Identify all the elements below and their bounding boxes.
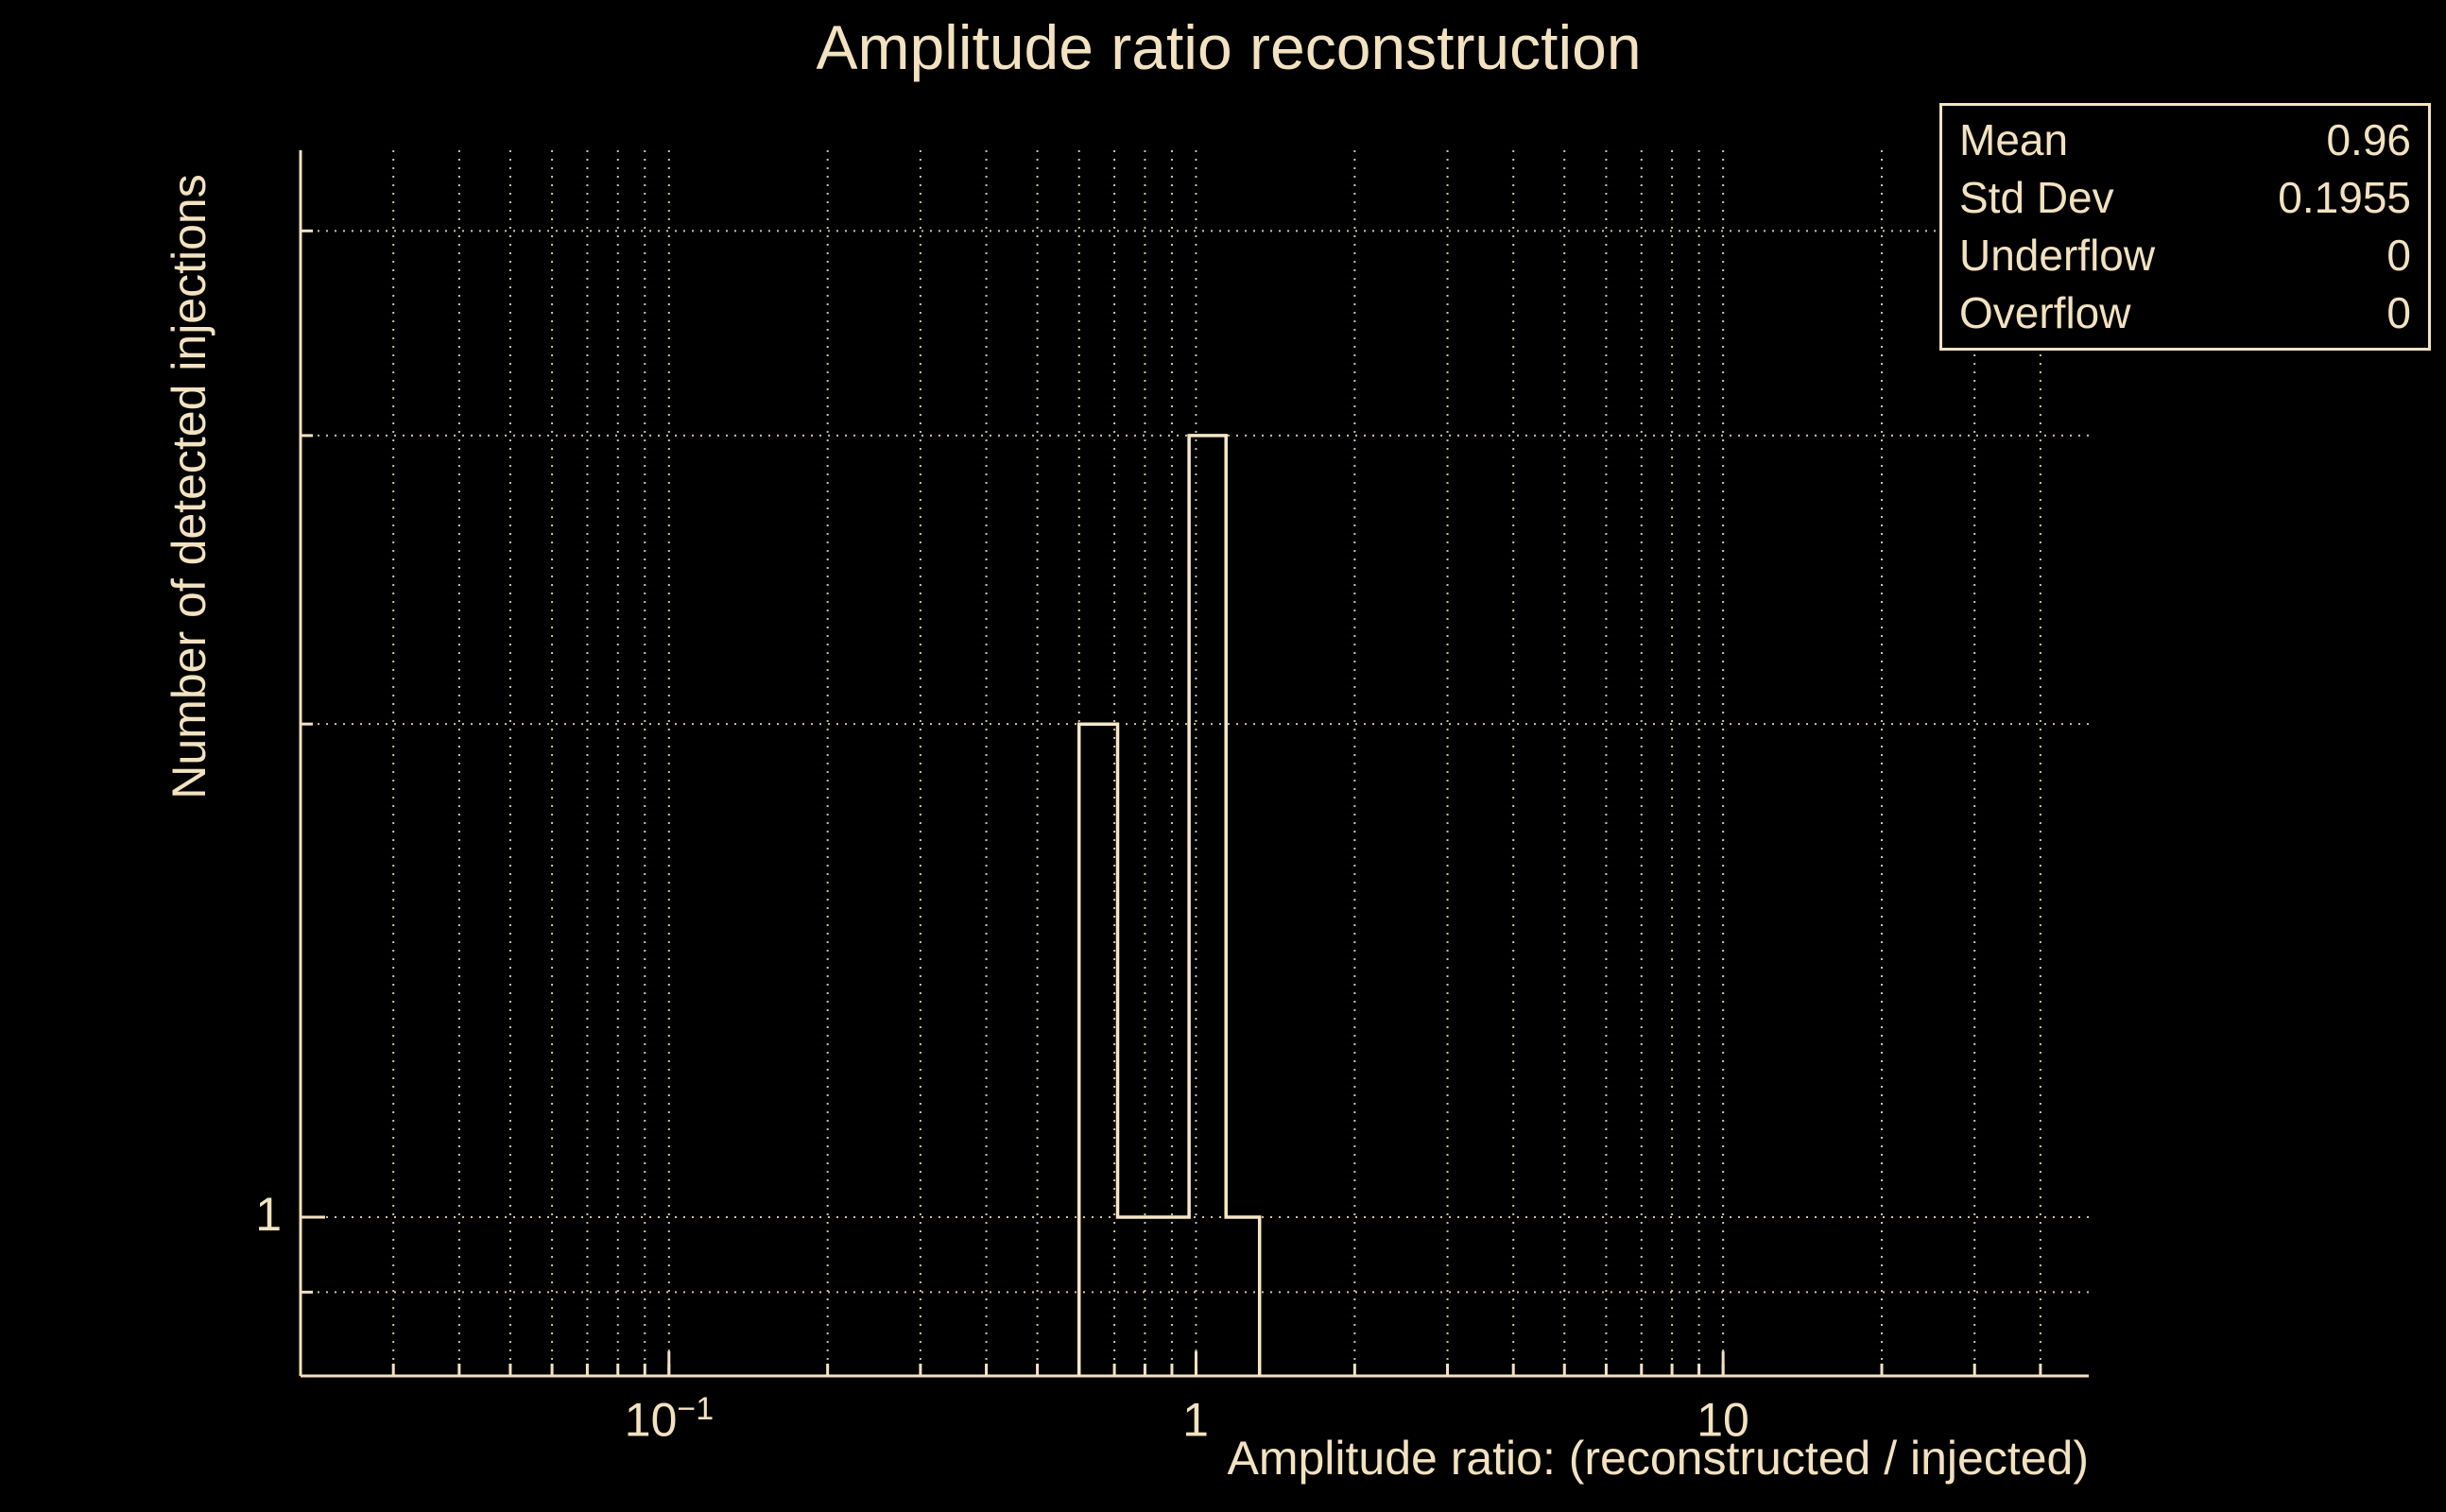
stats-row-stddev: Std Dev 0.1955 — [1942, 174, 2428, 222]
x-tick-base: 10 — [624, 1393, 678, 1447]
stat-value: 0.1955 — [2278, 173, 2411, 223]
x-tick-base: 1 — [1182, 1393, 1209, 1447]
stat-label: Overflow — [1959, 288, 2131, 338]
x-tick-label-10: 10 — [1697, 1391, 1749, 1448]
x-tick-label-0.1: 10−1 — [625, 1391, 714, 1448]
stats-box: Mean 0.96 Std Dev 0.1955 Underflow 0 Ove… — [1939, 103, 2431, 351]
stat-value: 0 — [2386, 231, 2411, 281]
chart-title: Amplitude ratio reconstruction — [816, 12, 1642, 82]
x-tick-exponent: −1 — [677, 1391, 715, 1427]
stats-row-mean: Mean 0.96 — [1942, 116, 2428, 164]
y-axis-title: Number of detected injections — [163, 174, 215, 799]
histogram-outline — [1077, 434, 1262, 1376]
x-axis-title: Amplitude ratio: (reconstructed / inject… — [1227, 1432, 2089, 1485]
stat-label: Std Dev — [1959, 173, 2114, 223]
y-tick-label-1: 1 — [255, 1188, 282, 1241]
stats-row-overflow: Overflow 0 — [1942, 289, 2428, 337]
stats-row-underflow: Underflow 0 — [1942, 232, 2428, 280]
stat-value: 0 — [2386, 288, 2411, 338]
x-tick-label-1: 1 — [1182, 1391, 1209, 1448]
stat-label: Underflow — [1959, 231, 2156, 281]
stat-label: Mean — [1959, 115, 2069, 165]
stat-value: 0.96 — [2326, 115, 2411, 165]
x-tick-base: 10 — [1697, 1393, 1749, 1447]
